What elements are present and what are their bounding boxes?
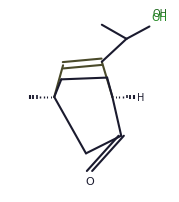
Text: O: O <box>85 176 94 186</box>
Text: OH: OH <box>153 9 168 19</box>
Text: H: H <box>137 93 144 102</box>
Text: OH: OH <box>151 13 167 23</box>
